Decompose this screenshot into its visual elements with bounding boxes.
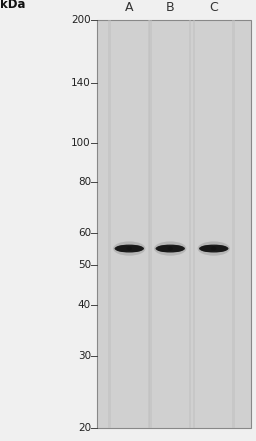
Bar	[149, 20, 152, 428]
Ellipse shape	[154, 241, 186, 256]
Text: 20: 20	[78, 423, 91, 433]
Ellipse shape	[199, 245, 228, 253]
Text: 40: 40	[78, 300, 91, 310]
Bar	[108, 20, 111, 428]
Ellipse shape	[157, 245, 173, 252]
Text: A: A	[125, 1, 134, 14]
Bar	[148, 20, 150, 428]
Bar	[232, 20, 235, 428]
Bar	[193, 20, 195, 428]
Text: 200: 200	[71, 15, 91, 25]
Text: B: B	[166, 1, 175, 14]
Ellipse shape	[211, 245, 227, 252]
Text: C: C	[209, 1, 218, 14]
Ellipse shape	[116, 245, 132, 252]
Text: 100: 100	[71, 138, 91, 148]
Text: 50: 50	[78, 261, 91, 270]
Text: 30: 30	[78, 351, 91, 361]
Text: 60: 60	[78, 228, 91, 238]
Ellipse shape	[200, 245, 217, 252]
Ellipse shape	[113, 241, 145, 256]
Bar	[97, 20, 251, 428]
Ellipse shape	[126, 245, 143, 252]
Text: 80: 80	[78, 177, 91, 187]
Ellipse shape	[155, 245, 185, 253]
Ellipse shape	[198, 241, 230, 256]
Bar	[189, 20, 191, 428]
Text: kDa: kDa	[0, 0, 26, 11]
Text: 140: 140	[71, 78, 91, 88]
Ellipse shape	[167, 245, 184, 252]
Ellipse shape	[115, 245, 144, 253]
